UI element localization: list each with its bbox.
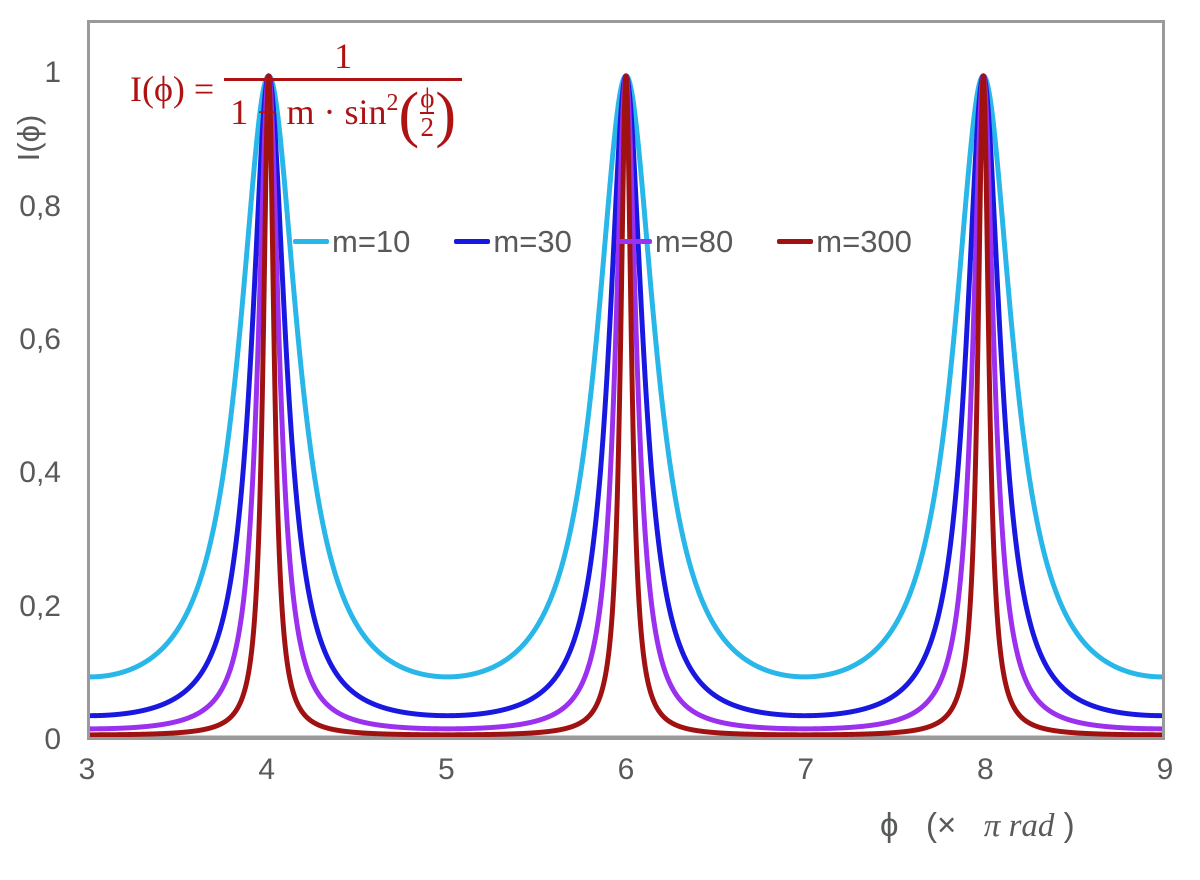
x-axis-tick-label: 9 [1156, 753, 1174, 786]
legend-label: m=30 [493, 224, 572, 259]
plot-area [87, 20, 1165, 740]
x-axis-title: ϕ (× π rad ) [880, 806, 1075, 845]
legend-label: m=300 [816, 224, 912, 259]
series-line [90, 73, 1162, 732]
legend-swatch [615, 239, 652, 244]
x-axis-title-open: (× [926, 806, 957, 843]
y-axis-tick-label: 0,6 [19, 323, 61, 356]
y-axis-title: I(ϕ) [11, 114, 46, 162]
legend: m=10 m=30 m=80 m=300 [293, 226, 912, 257]
formula-lhs: I(ϕ) = [130, 69, 215, 110]
formula-denominator: 1 + m · sin 2 ( ϕ 2 ) [224, 80, 462, 149]
legend-label: m=80 [654, 224, 734, 259]
legend-swatch [293, 239, 329, 244]
x-axis-title-close: ) [1063, 806, 1075, 843]
legend-label: m=10 [332, 224, 411, 259]
formula-inner-fraction-bar [420, 111, 435, 114]
y-axis-tick-label: 1 [44, 56, 61, 90]
series-line [90, 73, 1162, 737]
legend-swatch [777, 239, 814, 244]
x-axis-tick-label: 4 [258, 753, 275, 786]
formula-fraction: 1 1 + m · sin 2 ( ϕ 2 ) [224, 36, 463, 149]
legend-item[interactable]: m=10 [293, 226, 410, 257]
formula-annotation: I(ϕ) = 1 1 + m · sin 2 ( ϕ 2 ) [130, 36, 463, 149]
legend-item[interactable]: m=80 [615, 224, 734, 259]
y-axis-tick-label: 0,2 [19, 589, 61, 623]
x-axis-tick-label: 3 [78, 753, 96, 786]
formula-inner-numerator: ϕ [420, 82, 435, 113]
formula-fraction-bar [224, 77, 463, 81]
formula-numerator: 1 [334, 36, 353, 76]
formula-paren-open: ( [398, 80, 420, 149]
formula-inner-fraction: ϕ 2 [420, 82, 435, 142]
formula-inner-denominator: 2 [420, 111, 435, 142]
legend-item[interactable]: m=300 [777, 226, 912, 257]
x-axis-title-units: π rad [983, 808, 1055, 844]
x-axis-tick-label: 7 [797, 753, 814, 786]
formula-paren-close: ) [435, 80, 457, 149]
y-axis-tick-label: 0,4 [19, 456, 61, 490]
x-axis-title-symbol: ϕ [880, 806, 899, 843]
curves-svg [90, 73, 1162, 737]
legend-item[interactable]: m=30 [454, 224, 572, 259]
series-line [90, 73, 1162, 719]
x-axis-tick-label: 5 [437, 753, 455, 786]
formula-exponent: 2 [386, 90, 399, 117]
legend-swatch [454, 239, 491, 244]
x-axis-tick-label: 8 [976, 753, 994, 786]
y-axis-tick-label: 0 [44, 723, 61, 756]
y-axis-tick-label: 0,8 [19, 189, 61, 223]
x-axis-tick-label: 6 [617, 753, 635, 786]
formula-denominator-prefix: 1 + m · sin [230, 91, 387, 132]
